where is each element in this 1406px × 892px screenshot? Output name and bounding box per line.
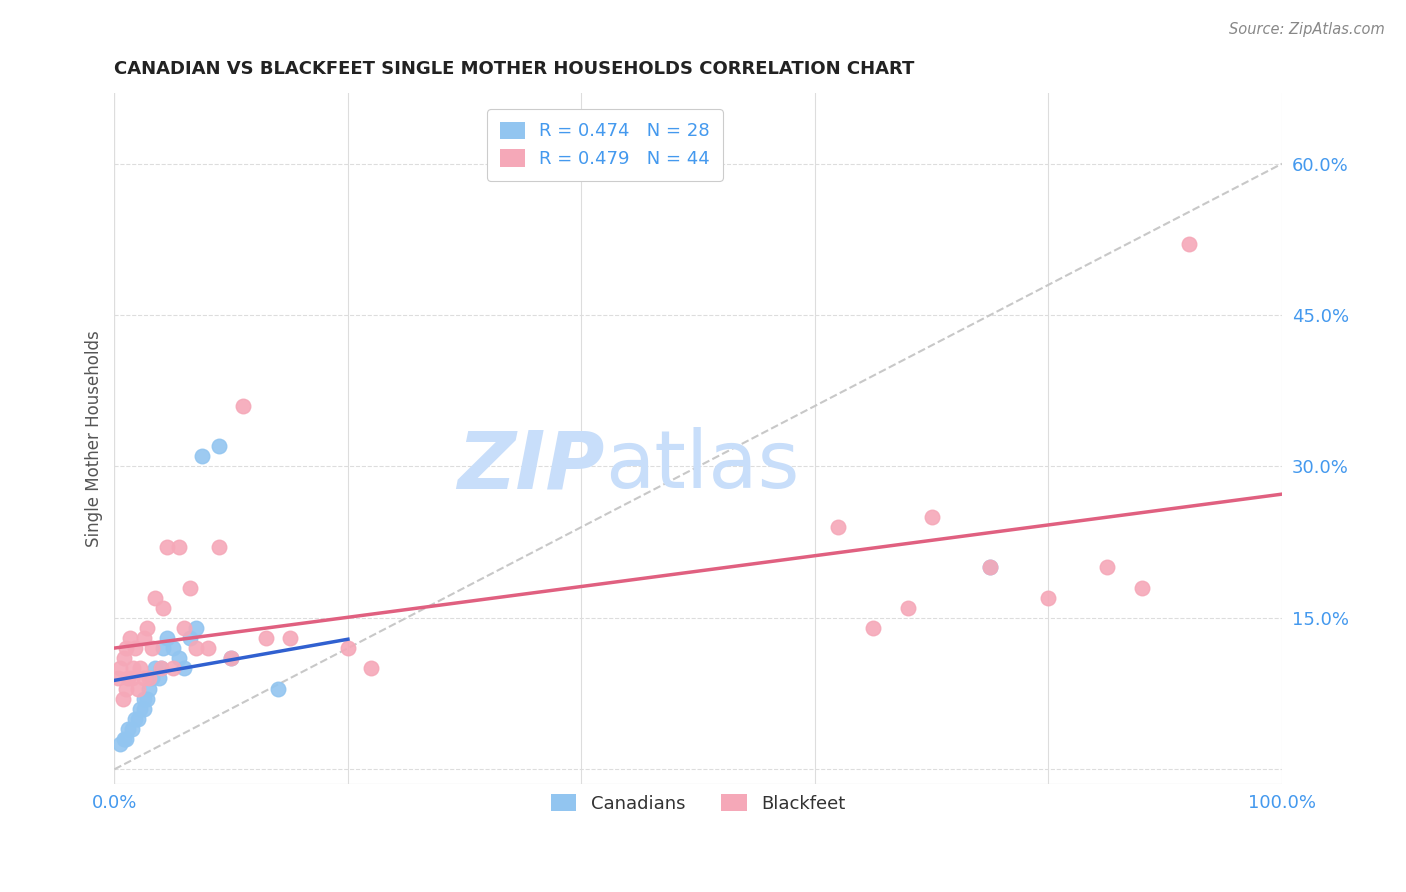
- Point: [179, 631, 201, 645]
- Point: [152, 600, 174, 615]
- Point: [132, 631, 155, 645]
- Point: [979, 560, 1001, 574]
- Point: [115, 641, 138, 656]
- Point: [278, 631, 301, 645]
- Point: [197, 641, 219, 656]
- Text: Source: ZipAtlas.com: Source: ZipAtlas.com: [1229, 22, 1385, 37]
- Point: [138, 672, 160, 686]
- Legend: Canadians, Blackfeet: Canadians, Blackfeet: [540, 783, 856, 824]
- Point: [1177, 237, 1199, 252]
- Point: [138, 681, 160, 696]
- Point: [152, 641, 174, 656]
- Point: [1130, 581, 1153, 595]
- Text: ZIP: ZIP: [457, 427, 605, 506]
- Point: [219, 651, 242, 665]
- Point: [148, 672, 170, 686]
- Point: [132, 691, 155, 706]
- Point: [124, 641, 146, 656]
- Point: [179, 581, 201, 595]
- Point: [122, 661, 145, 675]
- Text: CANADIAN VS BLACKFEET SINGLE MOTHER HOUSEHOLDS CORRELATION CHART: CANADIAN VS BLACKFEET SINGLE MOTHER HOUS…: [114, 60, 915, 78]
- Point: [112, 731, 135, 746]
- Point: [136, 621, 159, 635]
- Point: [129, 661, 152, 675]
- Point: [132, 672, 155, 686]
- Point: [162, 661, 184, 675]
- Point: [141, 672, 163, 686]
- Point: [219, 651, 242, 665]
- Point: [150, 661, 173, 675]
- Point: [208, 540, 231, 554]
- Point: [117, 722, 139, 736]
- Point: [129, 702, 152, 716]
- Point: [921, 510, 943, 524]
- Point: [156, 540, 179, 554]
- Point: [121, 722, 143, 736]
- Point: [360, 661, 382, 675]
- Point: [167, 651, 190, 665]
- Point: [897, 600, 920, 615]
- Point: [156, 631, 179, 645]
- Point: [121, 672, 143, 686]
- Point: [267, 681, 290, 696]
- Point: [208, 439, 231, 453]
- Point: [127, 681, 149, 696]
- Point: [827, 520, 849, 534]
- Point: [173, 661, 195, 675]
- Point: [162, 641, 184, 656]
- Point: [141, 641, 163, 656]
- Point: [115, 731, 138, 746]
- Point: [107, 672, 129, 686]
- Point: [143, 661, 166, 675]
- Point: [118, 631, 141, 645]
- Point: [110, 661, 132, 675]
- Point: [115, 681, 138, 696]
- Point: [143, 591, 166, 605]
- Point: [254, 631, 277, 645]
- Point: [127, 712, 149, 726]
- Point: [1095, 560, 1118, 574]
- Point: [136, 691, 159, 706]
- Point: [150, 661, 173, 675]
- Point: [173, 621, 195, 635]
- Point: [186, 621, 208, 635]
- Point: [167, 540, 190, 554]
- Point: [110, 737, 132, 751]
- Point: [191, 450, 214, 464]
- Point: [1038, 591, 1060, 605]
- Point: [112, 651, 135, 665]
- Text: atlas: atlas: [605, 427, 799, 506]
- Point: [232, 399, 254, 413]
- Point: [336, 641, 359, 656]
- Point: [124, 712, 146, 726]
- Point: [111, 691, 134, 706]
- Point: [132, 702, 155, 716]
- Point: [186, 641, 208, 656]
- Point: [979, 560, 1001, 574]
- Y-axis label: Single Mother Households: Single Mother Households: [86, 330, 103, 547]
- Point: [862, 621, 884, 635]
- Point: [117, 672, 139, 686]
